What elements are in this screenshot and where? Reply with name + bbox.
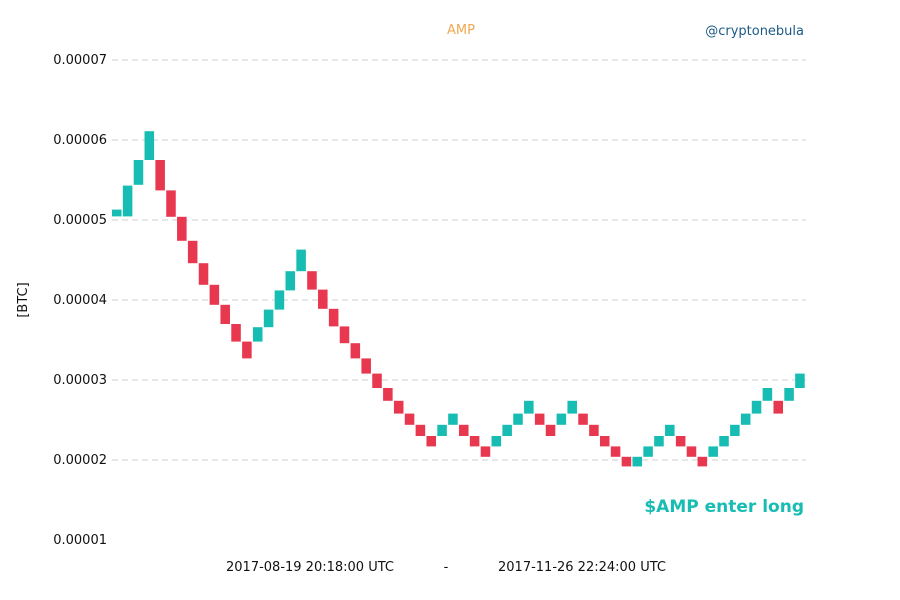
y-tick-label: 0.00002 (53, 453, 107, 468)
renko-brick-down (459, 424, 469, 436)
renko-brick-down (318, 289, 328, 309)
renko-brick-up (632, 456, 643, 467)
renko-brick-up (665, 424, 675, 436)
renko-brick-down (372, 373, 382, 388)
renko-brick-down (209, 284, 220, 305)
renko-brick-up (274, 290, 285, 310)
renko-brick-down (339, 326, 350, 344)
renko-brick-down (675, 436, 686, 447)
renko-brick-up (112, 209, 122, 217)
renko-brick-up (751, 400, 762, 414)
y-tick-label: 0.00005 (53, 213, 107, 228)
renko-brick-up (133, 160, 144, 185)
renko-brick-up (567, 400, 577, 414)
renko-brick-up (730, 424, 740, 436)
renko-brick-up (719, 436, 729, 447)
renko-bricks (112, 131, 805, 467)
renko-brick-up (502, 424, 512, 436)
grid-lines (112, 59, 806, 461)
renko-brick-up (708, 446, 718, 457)
renko-brick-up (556, 413, 567, 425)
renko-brick-up (513, 413, 523, 425)
renko-brick-down (383, 388, 393, 401)
renko-brick-up (643, 446, 653, 457)
date-end: 2017-11-26 22:24:00 UTC (498, 560, 666, 575)
renko-brick-up (491, 436, 502, 447)
renko-brick-up (448, 413, 458, 425)
renko-brick-down (307, 271, 317, 290)
renko-brick-up (740, 413, 751, 425)
y-tick-label: 0.00003 (53, 373, 107, 388)
y-tick-label: 0.00004 (53, 293, 107, 308)
renko-brick-down (198, 263, 209, 285)
renko-brick-down (621, 456, 632, 467)
y-tick-label: 0.00006 (53, 133, 107, 148)
date-start: 2017-08-19 20:18:00 UTC (226, 560, 394, 575)
y-tick-labels: 0.00001 0.00002 0.00003 0.00004 0.00005 0.000… (53, 53, 107, 548)
renko-brick-up (263, 309, 274, 328)
renko-brick-down (220, 304, 230, 324)
renko-brick-up (654, 436, 664, 447)
renko-brick-down (187, 240, 198, 264)
renko-brick-down (534, 413, 545, 425)
renko-brick-down (480, 446, 491, 457)
renko-brick-down (773, 400, 784, 414)
renko-brick-down (328, 308, 339, 327)
date-separator: - (444, 560, 449, 575)
renko-brick-up (144, 131, 155, 160)
renko-brick-down (610, 446, 621, 457)
renko-brick-down (166, 190, 176, 217)
y-tick-label: 0.00007 (53, 53, 107, 68)
renko-brick-down (361, 358, 371, 374)
watermark-handle: @cryptonebula (705, 24, 804, 39)
renko-brick-down (415, 424, 426, 436)
renko-brick-down (350, 343, 361, 359)
renko-brick-up (795, 373, 805, 388)
y-axis-label: [BTC] (16, 282, 31, 317)
renko-brick-down (177, 216, 187, 241)
chart-title: AMP (447, 23, 475, 38)
y-tick-label: 0.00001 (53, 533, 107, 548)
renko-brick-down (545, 424, 556, 436)
renko-brick-up (285, 271, 296, 291)
renko-brick-down (697, 456, 708, 467)
renko-brick-up (784, 388, 794, 401)
renko-brick-down (242, 341, 252, 359)
renko-brick-down (469, 436, 480, 447)
renko-brick-up (437, 424, 447, 436)
renko-brick-down (231, 324, 241, 342)
renko-brick-up (122, 185, 133, 217)
renko-brick-down (155, 160, 165, 191)
renko-brick-up (524, 400, 534, 414)
renko-brick-down (393, 400, 404, 414)
renko-brick-down (578, 413, 588, 425)
renko-brick-down (404, 413, 415, 425)
renko-brick-down (426, 436, 437, 447)
renko-brick-up (296, 249, 306, 272)
renko-brick-down (589, 424, 599, 436)
renko-brick-up (762, 388, 773, 401)
renko-brick-down (686, 446, 697, 457)
renko-brick-down (599, 436, 610, 447)
renko-brick-up (252, 327, 263, 342)
signal-annotation: $AMP enter long (644, 497, 804, 517)
